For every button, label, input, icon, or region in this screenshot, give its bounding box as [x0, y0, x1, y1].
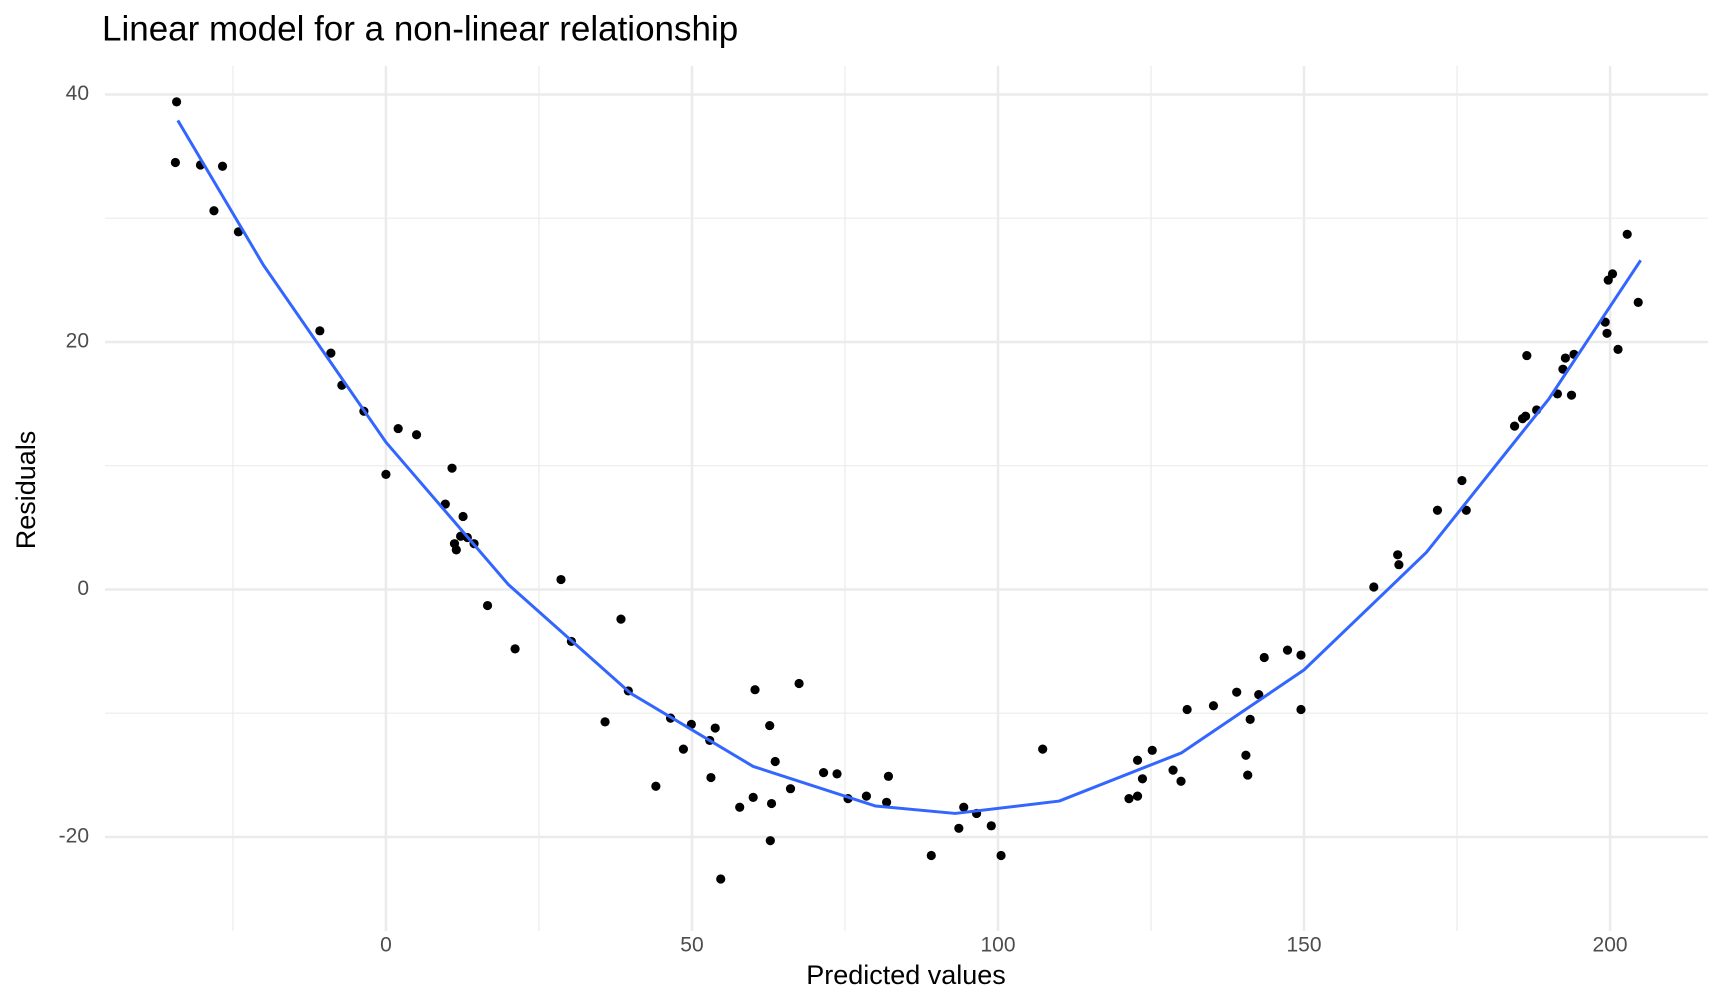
- point: [1607, 269, 1618, 279]
- point: [770, 756, 780, 767]
- point: [1602, 328, 1612, 338]
- y-axis-title: Residuals: [11, 431, 41, 550]
- y-tick-label: 40: [66, 82, 89, 105]
- y-tick-label: 20: [66, 330, 89, 353]
- point: [616, 614, 626, 624]
- point: [1232, 687, 1242, 697]
- point: [748, 792, 758, 802]
- point: [818, 768, 829, 778]
- point: [959, 802, 969, 812]
- y-tick-label: -20: [59, 824, 89, 847]
- point: [556, 574, 566, 585]
- chart-title: Linear model for a non-linear relationsh…: [102, 9, 738, 48]
- point: [600, 717, 610, 727]
- point: [209, 206, 219, 216]
- point: [1560, 353, 1570, 363]
- point: [1208, 701, 1219, 711]
- point: [716, 874, 726, 884]
- point: [1622, 229, 1632, 239]
- point: [1461, 505, 1471, 515]
- point: [651, 781, 661, 791]
- point: [1176, 776, 1186, 786]
- point: [411, 430, 422, 440]
- point: [882, 797, 892, 807]
- point: [832, 769, 842, 779]
- point: [996, 850, 1006, 861]
- point: [326, 348, 336, 358]
- point: [1613, 344, 1623, 354]
- point: [451, 545, 461, 555]
- point: [1124, 793, 1134, 804]
- point: [1432, 505, 1443, 515]
- point: [1168, 765, 1178, 775]
- point: [217, 161, 228, 171]
- point: [1633, 297, 1643, 307]
- x-tick-label: 100: [980, 934, 1015, 957]
- point: [710, 723, 720, 733]
- x-tick-label: 0: [380, 934, 392, 957]
- point: [1132, 791, 1143, 801]
- point: [883, 771, 894, 781]
- point: [1259, 652, 1269, 663]
- point: [1369, 582, 1379, 592]
- x-tick-label: 50: [680, 934, 703, 957]
- point: [1241, 750, 1251, 760]
- point: [1394, 560, 1404, 570]
- point: [1296, 650, 1306, 660]
- point: [482, 600, 493, 611]
- point: [458, 511, 468, 522]
- point: [1243, 770, 1253, 780]
- point: [1182, 704, 1192, 715]
- point: [1038, 744, 1048, 754]
- point: [510, 644, 520, 654]
- point: [172, 97, 182, 107]
- point: [750, 685, 760, 695]
- point: [735, 802, 745, 812]
- point: [1566, 390, 1577, 400]
- point: [1393, 550, 1403, 560]
- point: [1521, 411, 1531, 421]
- point: [1132, 755, 1143, 765]
- point: [393, 423, 403, 434]
- point: [986, 821, 996, 831]
- point: [1147, 745, 1157, 755]
- point: [954, 823, 964, 833]
- point: [765, 836, 775, 846]
- x-tick-label: 150: [1287, 934, 1322, 957]
- fit-line: [176, 119, 1642, 815]
- point: [1254, 690, 1264, 700]
- point: [1137, 774, 1148, 784]
- point: [315, 326, 325, 336]
- point: [1282, 645, 1293, 655]
- point: [766, 798, 777, 809]
- point: [765, 720, 775, 731]
- point: [706, 772, 716, 783]
- x-tick-label: 200: [1593, 934, 1628, 957]
- point: [1509, 421, 1520, 431]
- point: [447, 463, 457, 473]
- point: [785, 784, 796, 794]
- point: [170, 157, 180, 168]
- point: [794, 678, 804, 689]
- point: [1245, 714, 1255, 724]
- point: [926, 850, 936, 861]
- x-axis-title: Predicted values: [806, 960, 1006, 990]
- y-tick-label: 0: [77, 577, 89, 600]
- point: [1457, 475, 1467, 486]
- point: [381, 469, 391, 479]
- point: [1296, 704, 1306, 715]
- point: [861, 791, 872, 801]
- point: [678, 744, 689, 754]
- point: [1522, 350, 1532, 361]
